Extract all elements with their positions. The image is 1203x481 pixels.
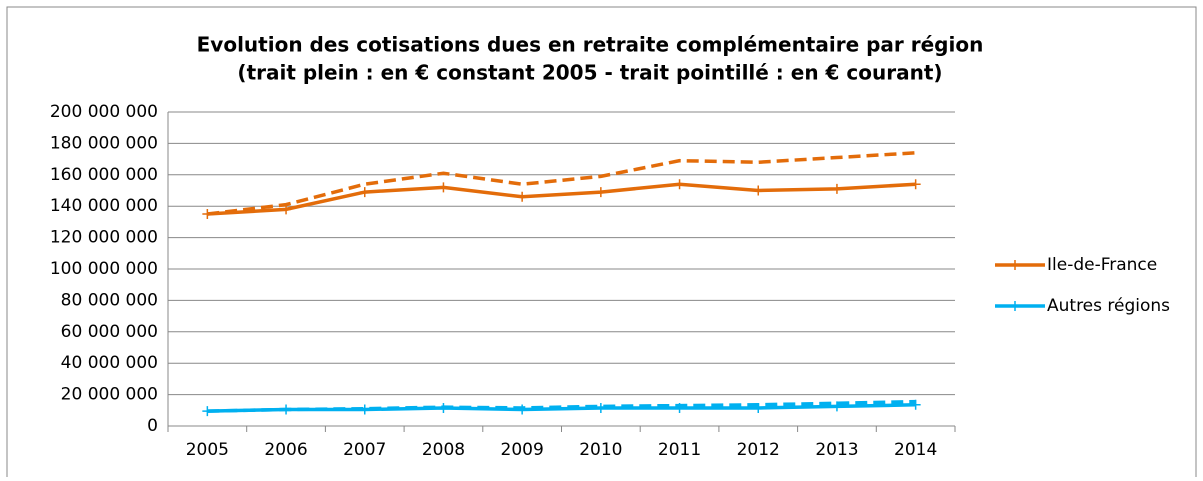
- x-tick-label: 2012: [737, 440, 780, 460]
- x-tick-label: 2008: [422, 440, 465, 460]
- chart-border: [6, 6, 1197, 481]
- point-marker: [517, 191, 528, 202]
- x-tick-label: 2006: [264, 440, 307, 460]
- legend-marker: [1010, 260, 1020, 270]
- point-marker: [359, 187, 370, 198]
- point-marker: [202, 209, 213, 220]
- y-tick-label: 140 000 000: [50, 196, 158, 216]
- x-tick-label: 2010: [579, 440, 622, 460]
- y-tick-label: 160 000 000: [50, 165, 158, 185]
- x-tick-label: 2011: [658, 440, 701, 460]
- x-tick-label: 2007: [343, 440, 386, 460]
- y-tick-label: 120 000 000: [50, 228, 158, 248]
- point-marker: [595, 402, 606, 413]
- point-marker: [202, 406, 213, 417]
- chart-subtitle: (trait plein : en € constant 2005 - trai…: [237, 61, 942, 85]
- series-line: [207, 151, 916, 216]
- y-tick-label: 80 000 000: [61, 290, 158, 310]
- y-tick-label: 20 000 000: [61, 385, 158, 405]
- point-marker: [595, 187, 606, 198]
- point-marker: [281, 404, 292, 415]
- y-tick-label: 200 000 000: [50, 102, 158, 122]
- legend-marker: [1010, 301, 1020, 311]
- y-tick-label: 40 000 000: [61, 353, 158, 373]
- chart-title: Evolution des cotisations dues en retrai…: [197, 33, 984, 57]
- point-marker: [753, 185, 764, 196]
- point-marker: [910, 179, 921, 190]
- point-marker: [674, 402, 685, 413]
- y-tick-label: 0: [147, 416, 158, 436]
- series-line: [207, 182, 916, 216]
- point-marker: [281, 204, 292, 215]
- point-marker: [438, 402, 449, 413]
- point-marker: [831, 183, 842, 194]
- point-marker: [359, 404, 370, 415]
- y-tick-label: 60 000 000: [61, 322, 158, 342]
- point-marker: [753, 402, 764, 413]
- point-marker: [910, 399, 921, 410]
- y-tick-label: 100 000 000: [50, 259, 158, 279]
- point-marker: [438, 182, 449, 193]
- series-line: [207, 403, 916, 413]
- x-tick-label: 2014: [894, 440, 937, 460]
- legend-label: Ile-de-France: [1047, 255, 1157, 275]
- x-tick-label: 2005: [186, 440, 229, 460]
- legend-label: Autres régions: [1047, 296, 1170, 316]
- point-marker: [831, 401, 842, 412]
- x-tick-label: 2013: [815, 440, 858, 460]
- point-marker: [674, 179, 685, 190]
- y-tick-label: 180 000 000: [50, 133, 158, 153]
- x-tick-label: 2009: [501, 440, 544, 460]
- point-marker: [517, 404, 528, 415]
